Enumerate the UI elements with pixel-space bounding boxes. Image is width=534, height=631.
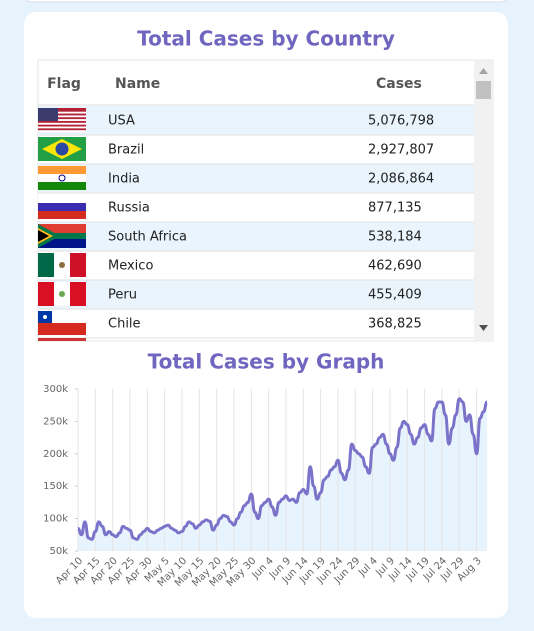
scroll-down[interactable] [479, 325, 488, 331]
case-count: 2,086,864 [368, 172, 434, 187]
flag-partial [38, 338, 86, 341]
flags [38, 108, 86, 341]
flag-russia [38, 195, 86, 219]
table-title: Total Cases by Country [137, 27, 395, 51]
table-row [38, 280, 474, 309]
y-tick-label: 300k [43, 384, 68, 395]
country-name: Peru [108, 288, 137, 303]
y-tick-label: 150k [43, 481, 68, 492]
country-name: Russia [108, 201, 150, 216]
scroll-thumb[interactable] [476, 81, 491, 99]
table-row [38, 222, 474, 251]
chart-title: Total Cases by Graph [148, 350, 385, 374]
series-line [77, 397, 488, 541]
scrollbar[interactable] [474, 60, 493, 341]
header-cell: Cases [376, 76, 422, 92]
table-row [38, 135, 474, 164]
case-count: 455,409 [368, 288, 422, 303]
country-name: Mexico [108, 259, 153, 274]
y-tick-label: 100k [43, 514, 68, 525]
area-fill [78, 398, 487, 551]
table-row [38, 251, 474, 280]
country-name: Brazil [108, 143, 144, 158]
country-name: USA [108, 114, 135, 129]
flag-chile [38, 311, 86, 335]
flag-india [38, 166, 86, 190]
flag-mexico [38, 253, 86, 277]
y-tick-label: 200k [43, 449, 68, 460]
table-row [38, 193, 474, 222]
case-count: 5,076,798 [368, 114, 434, 129]
case-count: 368,825 [368, 317, 422, 332]
y-tick-label: 250k [43, 416, 68, 427]
flag-peru [38, 282, 86, 306]
flag-south-africa [38, 224, 86, 248]
case-count: 538,184 [368, 230, 422, 245]
country-name: South Africa [108, 230, 187, 245]
case-count: 877,135 [368, 201, 422, 216]
flag-usa [38, 108, 86, 133]
table-row [38, 309, 474, 338]
scroll-up[interactable] [479, 68, 488, 74]
country-name: India [108, 172, 140, 187]
table-row [38, 164, 474, 193]
header-cell: Name [115, 76, 160, 92]
y-tick-label: 50k [49, 546, 68, 557]
previous-card [25, 0, 507, 3]
table-row [38, 106, 474, 135]
header-cell: Flag [47, 76, 81, 92]
country-name: Chile [108, 317, 141, 332]
case-count: 2,927,807 [368, 143, 434, 158]
case-count: 462,690 [368, 259, 422, 274]
flag-brazil [38, 137, 86, 161]
